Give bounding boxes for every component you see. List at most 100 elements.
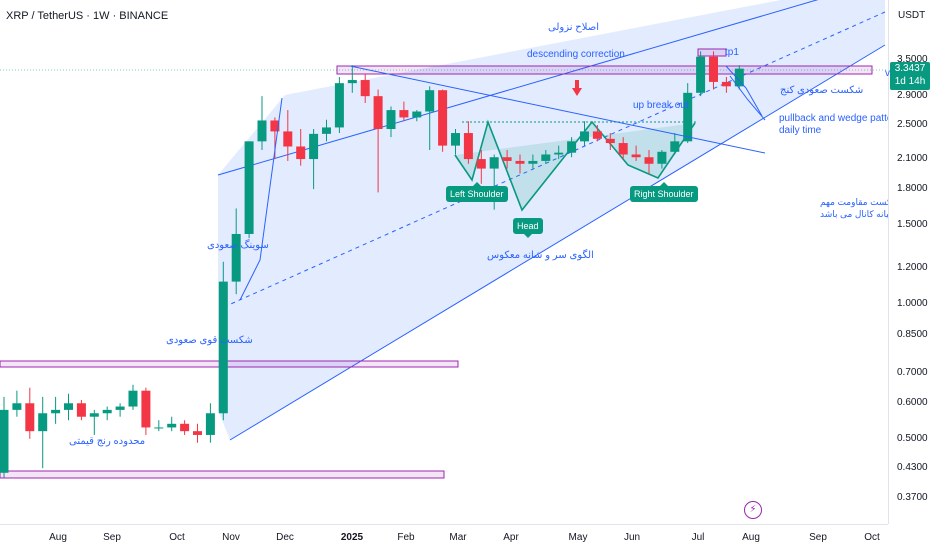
candle	[296, 129, 306, 166]
price-tick: 1.2000	[897, 262, 928, 274]
candle	[347, 65, 357, 93]
candle-body	[296, 146, 306, 160]
time-tick: Jun	[623, 532, 641, 543]
candle-body	[489, 157, 499, 169]
candle-body	[218, 281, 228, 414]
time-tick: Oct	[864, 532, 880, 543]
candle-body	[128, 390, 138, 407]
candle	[425, 86, 435, 151]
candle-body	[644, 157, 654, 164]
candle-body	[696, 56, 706, 93]
candle-body	[502, 157, 512, 161]
badge-right-shoulder: Right Shoulder	[630, 182, 698, 202]
candle	[0, 396, 9, 478]
time-tick: Sep	[809, 532, 827, 543]
time-axis[interactable]: Aug Sep Oct Nov Dec 2025 Feb Mar Apr May Jun Jul Aug…	[0, 524, 888, 551]
candle-body	[683, 92, 693, 142]
candle	[721, 76, 731, 93]
candle-body	[180, 423, 190, 432]
candle	[631, 145, 641, 161]
annotation-daily-time: daily time	[779, 125, 822, 136]
candle-body	[322, 127, 331, 134]
current-price-label: 3.3437 1d 14h	[890, 62, 930, 90]
time-tick: Aug	[49, 532, 67, 543]
candle	[193, 423, 202, 443]
candle-body	[554, 152, 564, 155]
candle	[25, 387, 35, 439]
candle-body	[76, 403, 86, 417]
candle-body	[451, 133, 460, 146]
candle	[618, 137, 628, 160]
candle-body	[257, 120, 267, 142]
candle	[141, 387, 151, 435]
chart-title[interactable]: XRP / TetherUS · 1W · BINANCE	[6, 10, 169, 22]
candle-body	[438, 90, 448, 146]
candle-body	[399, 110, 409, 118]
candle-body	[463, 133, 473, 160]
candle	[38, 396, 48, 469]
currency-unit[interactable]: USDT	[898, 10, 926, 21]
badge-head: Head	[513, 218, 543, 238]
candle-body	[115, 406, 125, 410]
price-tick: 2.1000	[897, 153, 928, 165]
candle	[515, 154, 525, 174]
support-zone-mid	[0, 360, 459, 368]
candle-body	[102, 409, 112, 414]
time-tick: Oct	[169, 532, 185, 543]
annotation-head-shoulders-fa: الگوی سر و شانه معکوس	[487, 250, 594, 261]
candle-body	[51, 409, 61, 414]
candle-body	[580, 131, 589, 142]
price-tick: 0.7000	[897, 367, 928, 379]
candle-body	[283, 131, 293, 147]
badge-left-shoulder: Left Shoulder	[446, 182, 508, 202]
wedge-upper	[725, 65, 763, 117]
candle-body	[270, 120, 280, 132]
candle	[451, 129, 460, 155]
candle	[463, 121, 473, 164]
price-tick: 0.5000	[897, 432, 928, 444]
candle	[154, 420, 164, 432]
candle-body	[0, 409, 9, 473]
candle	[360, 73, 370, 103]
candle	[257, 96, 267, 151]
price-tick: 2.5000	[897, 119, 928, 131]
candle-countdown: 1d 14h	[894, 76, 926, 87]
candle	[128, 384, 138, 410]
candle	[709, 51, 718, 90]
candle-body	[141, 390, 151, 428]
time-tick: May	[568, 532, 588, 543]
candle	[115, 403, 125, 417]
time-tick: Dec	[276, 532, 294, 543]
candle-body	[205, 413, 215, 435]
time-tick: Mar	[449, 532, 467, 543]
candle	[696, 51, 706, 97]
time-tick: Feb	[397, 532, 415, 543]
price-tick: 2.9000	[897, 90, 928, 102]
annotation-swing-fa: سوینگ صعودی	[207, 240, 269, 251]
candle-body	[541, 154, 551, 161]
candle-body	[515, 160, 525, 164]
lightning-icon[interactable]: ⚡	[744, 501, 762, 519]
price-tick: 1.8000	[897, 183, 928, 195]
descending-trendline	[349, 65, 766, 154]
candle-body	[360, 80, 370, 97]
candle	[657, 150, 667, 169]
red-down-arrow-icon	[572, 80, 582, 96]
candle-body	[657, 151, 667, 164]
candle	[592, 125, 602, 142]
trend-lines	[239, 65, 766, 301]
candle	[373, 89, 383, 193]
candle	[322, 119, 331, 142]
candle-body	[605, 138, 615, 144]
annotation-pullback: pullback and wedge pattern	[779, 113, 902, 124]
candle-body	[64, 403, 73, 410]
candle-body	[592, 131, 602, 139]
price-tick: 3.5000	[897, 53, 928, 65]
time-tick: 2025	[340, 532, 364, 543]
candle-body	[567, 141, 577, 153]
candle-body	[244, 141, 254, 234]
pattern-outline	[454, 119, 696, 212]
candle-body	[373, 96, 383, 130]
candle	[580, 121, 589, 146]
